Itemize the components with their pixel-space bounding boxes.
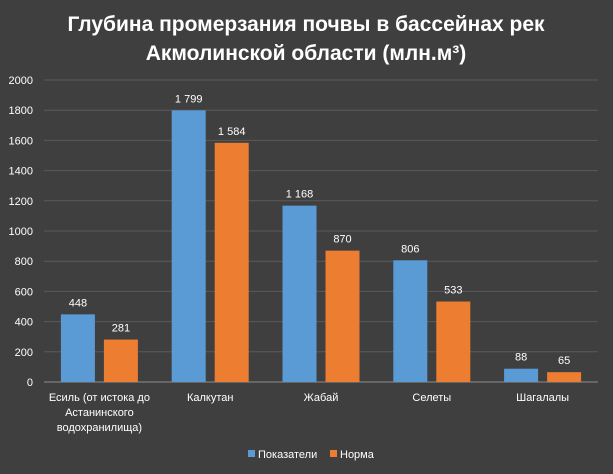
- bar: [214, 142, 249, 382]
- legend-label: Норма: [340, 449, 375, 461]
- y-tick-label: 600: [15, 286, 33, 298]
- bar: [547, 372, 582, 382]
- bar: [325, 250, 360, 382]
- legend: Показатели Норма: [248, 449, 375, 461]
- data-labels: 448 281 1 799 1 584 1 168 870 806 533 88 65: [69, 93, 571, 367]
- y-tick-label: 1000: [9, 226, 33, 238]
- x-category-label: Шагалалы: [516, 392, 569, 404]
- x-category-label: Жабай: [304, 392, 339, 404]
- x-category-label: Калкутан: [187, 392, 234, 404]
- x-category-label: Есиль (от истока до: [49, 392, 150, 404]
- data-label: 1 168: [286, 189, 314, 201]
- data-label: 1 584: [218, 126, 246, 138]
- data-label: 1 799: [175, 93, 203, 105]
- bar: [436, 301, 471, 382]
- data-label: 65: [558, 355, 570, 367]
- bars: [60, 110, 582, 382]
- y-tick-label: 1600: [9, 135, 33, 147]
- y-tick-label: 0: [27, 377, 33, 389]
- bar: [393, 260, 428, 382]
- bar: [60, 314, 95, 382]
- gridlines: [44, 79, 598, 383]
- bar: [282, 205, 317, 382]
- y-tick-label: 200: [15, 347, 33, 359]
- y-tick-label: 800: [15, 256, 33, 268]
- x-category-label: Селеты: [412, 392, 451, 404]
- y-axis-tick-labels: 0 200 400 600 800 1000 1200 1400 1600 1800 2000: [9, 75, 33, 389]
- bar: [103, 339, 138, 382]
- data-label: 281: [112, 323, 130, 335]
- data-label: 870: [333, 234, 351, 246]
- y-tick-label: 1400: [9, 166, 33, 178]
- data-label: 533: [444, 285, 462, 297]
- legend-label: Показатели: [258, 449, 317, 461]
- y-tick-label: 1800: [9, 105, 33, 117]
- chart-title-line-2: Акмолинской области (млн.м³): [146, 42, 467, 65]
- y-tick-label: 2000: [9, 75, 33, 87]
- legend-swatch: [330, 450, 337, 457]
- x-category-label: Астанинского: [65, 407, 134, 419]
- x-axis-category-labels: Есиль (от истока до Астанинского водохрани…: [49, 392, 569, 434]
- data-label: 806: [401, 243, 419, 255]
- chart-title: Глубина промерзания почвы в бассейнах ре…: [67, 13, 545, 65]
- bar: [171, 110, 206, 382]
- y-tick-label: 1200: [9, 196, 33, 208]
- data-label: 448: [69, 297, 87, 309]
- y-tick-label: 400: [15, 317, 33, 329]
- legend-swatch: [248, 450, 255, 457]
- bar: [504, 368, 539, 382]
- x-category-label: водохранилища): [57, 422, 142, 434]
- data-label: 88: [515, 352, 527, 364]
- chart-title-line-1: Глубина промерзания почвы в бассейнах ре…: [67, 13, 545, 36]
